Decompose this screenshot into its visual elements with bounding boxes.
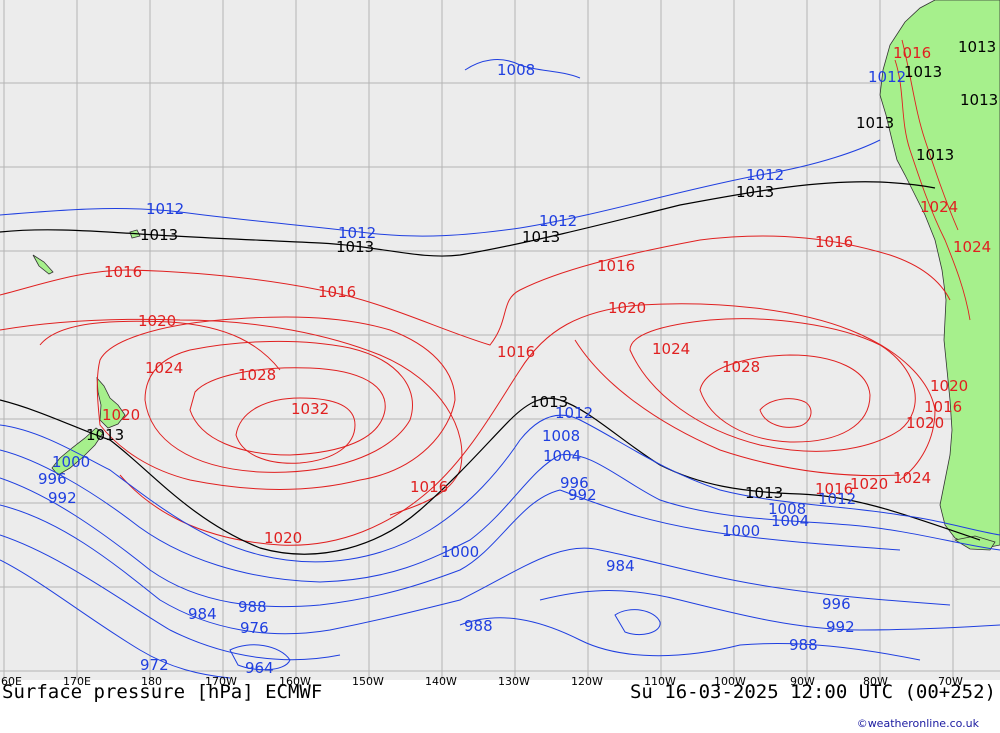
credit-text: ©weatheronline.co.uk (857, 717, 980, 730)
longitude-tick: 120W (571, 675, 603, 688)
longitude-tick: 110W (644, 675, 676, 688)
isobar-label-1013: 1013 (86, 426, 124, 444)
isobar-label-1008: 1008 (542, 427, 580, 445)
isobar-label-1012: 1012 (868, 68, 906, 86)
isobar-label-984: 984 (188, 605, 217, 623)
isobar-label-1020: 1020 (138, 312, 176, 330)
isobar-label-1013: 1013 (958, 38, 996, 56)
isobar-label-1016: 1016 (924, 398, 962, 416)
caption-strip (0, 680, 1000, 733)
isobars-high (0, 235, 951, 546)
isobar-label-1012: 1012 (539, 212, 577, 230)
isobar-label-1012: 1012 (555, 404, 593, 422)
longitude-tick: 170W (205, 675, 237, 688)
isobars-1013 (0, 181, 981, 555)
isobar-label-1016: 1016 (497, 343, 535, 361)
isobar-label-1013: 1013 (336, 238, 374, 256)
isobar-label-996: 996 (38, 470, 67, 488)
longitude-tick: 160E (0, 675, 22, 688)
isobar-label-972: 972 (140, 656, 169, 674)
isobar-label-1024: 1024 (920, 198, 958, 216)
isobar-label-1020: 1020 (850, 475, 888, 493)
isobar-label-1013: 1013 (904, 63, 942, 81)
isobar-label-1008: 1008 (497, 61, 535, 79)
isobar-label-1020: 1020 (608, 299, 646, 317)
isobar-label-988: 988 (238, 598, 267, 616)
andes-contours (894, 39, 971, 321)
isobar-label-1013: 1013 (856, 114, 894, 132)
new-zealand-north-island (96, 376, 126, 429)
isobar-label-1013: 1013 (140, 226, 178, 244)
new-caledonia (32, 254, 54, 275)
longitude-tick: 70W (938, 675, 963, 688)
isobar-label-1013: 1013 (530, 393, 568, 411)
valid-time: Su 16-03-2025 12:00 UTC (00+252) (630, 681, 996, 703)
longitude-tick: 100W (714, 675, 746, 688)
isobar-label-1016: 1016 (815, 480, 853, 498)
longitude-tick: 150W (352, 675, 384, 688)
isobar-label-1016: 1016 (318, 283, 356, 301)
isobar-label-1012: 1012 (338, 224, 376, 242)
isobar-label-1016: 1016 (104, 263, 142, 281)
isobar-label-1004: 1004 (771, 512, 809, 530)
isobar-label-1000: 1000 (52, 453, 90, 471)
isobar-labels: 1013 1013 1013 1013 1013 1013 1013 1013 … (38, 38, 998, 677)
longitude-ticks: 160E 170E 180 170W 160W 150W 140W 130W 1… (0, 675, 963, 688)
isobar-label-1012: 1012 (146, 200, 184, 218)
isobar-label-1024: 1024 (145, 359, 183, 377)
isobar-label-1016: 1016 (815, 233, 853, 251)
isobar-label-1024: 1024 (893, 469, 931, 487)
isobar-label-1000: 1000 (441, 543, 479, 561)
isobar-label-992: 992 (826, 618, 855, 636)
isobar-label-1020: 1020 (906, 414, 944, 432)
isobar-label-992: 992 (48, 489, 77, 507)
isobar-label-1013: 1013 (522, 228, 560, 246)
isobar-label-1013: 1013 (916, 146, 954, 164)
isobar-label-1020: 1020 (264, 529, 302, 547)
isobar-label-1020: 1020 (102, 406, 140, 424)
isobar-label-1032: 1032 (291, 400, 329, 418)
isobar-label-1013: 1013 (960, 91, 998, 109)
longitude-tick: 180 (141, 675, 162, 688)
new-zealand-south-island (51, 427, 104, 476)
isobar-label-976: 976 (240, 619, 269, 637)
graticule (0, 0, 1000, 680)
isobar-label-1016: 1016 (893, 44, 931, 62)
isobar-label-1012: 1012 (746, 166, 784, 184)
isobar-label-1028: 1028 (722, 358, 760, 376)
isobar-label-984: 984 (606, 557, 635, 575)
isobar-label-1016: 1016 (597, 257, 635, 275)
isobar-label-988: 988 (464, 617, 493, 635)
isobar-label-1020: 1020 (930, 377, 968, 395)
longitude-tick: 80W (863, 675, 888, 688)
longitude-tick: 130W (498, 675, 530, 688)
isobar-label-1016: 1016 (410, 478, 448, 496)
isobar-label-1004: 1004 (543, 447, 581, 465)
isobar-label-1028: 1028 (238, 366, 276, 384)
isobar-label-996: 996 (560, 474, 589, 492)
isobar-label-996: 996 (822, 595, 851, 613)
isobar-label-1024: 1024 (953, 238, 991, 256)
longitude-tick: 140W (425, 675, 457, 688)
isobar-label-1012: 1012 (818, 490, 856, 508)
isobar-label-964: 964 (245, 659, 274, 677)
longitude-tick: 170E (63, 675, 91, 688)
isobars-low (0, 59, 1000, 679)
longitude-tick: 90W (790, 675, 815, 688)
ocean-background (0, 0, 1000, 680)
isobar-label-1024: 1024 (652, 340, 690, 358)
isobar-label-1013: 1013 (745, 484, 783, 502)
isobar-label-1013: 1013 (736, 183, 774, 201)
isobar-label-1000: 1000 (722, 522, 760, 540)
map-title: Surface pressure [hPa] ECMWF (2, 681, 322, 703)
isobar-label-992: 992 (568, 486, 597, 504)
longitude-tick: 160W (279, 675, 311, 688)
isobar-label-988: 988 (789, 636, 818, 654)
isobar-label-1008: 1008 (768, 500, 806, 518)
